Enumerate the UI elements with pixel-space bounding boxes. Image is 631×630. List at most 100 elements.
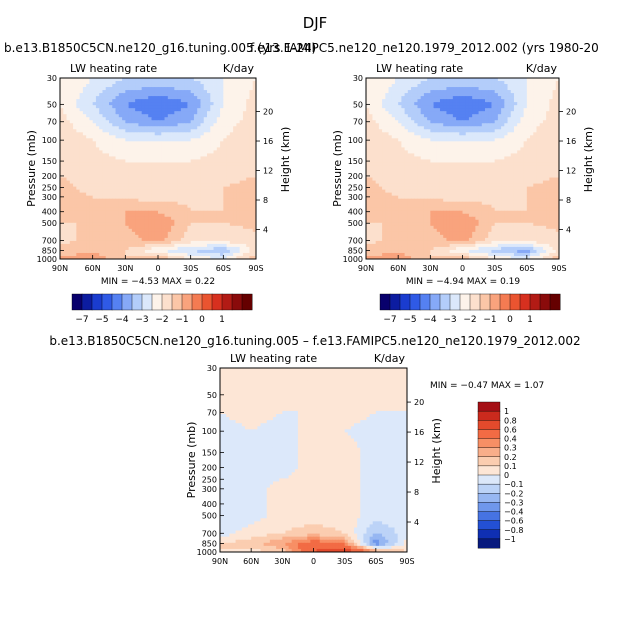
heatmap-cell	[446, 99, 451, 103]
heatmap-cell	[236, 78, 241, 82]
heatmap-cell	[95, 225, 100, 230]
heatmap-cell	[369, 78, 373, 82]
heatmap-cell	[138, 129, 143, 133]
heatmap-cell	[131, 255, 136, 259]
heatmap-cell	[236, 123, 241, 127]
heatmap-cell	[475, 84, 479, 88]
heatmap-cell	[229, 162, 234, 166]
heatmap-cell	[555, 135, 559, 139]
heatmap-cell	[99, 243, 103, 248]
heatmap-cell	[433, 87, 438, 91]
heatmap-cell	[210, 78, 214, 82]
heatmap-cell	[184, 174, 188, 178]
heatmap-cell	[79, 132, 84, 136]
heatmap-cell	[161, 156, 165, 160]
heatmap-cell	[66, 87, 71, 91]
heatmap-cell	[131, 198, 136, 203]
heatmap-cell	[167, 240, 172, 245]
heatmap-cell	[190, 132, 195, 136]
heatmap-cell	[89, 201, 94, 206]
heatmap-cell	[125, 159, 129, 163]
heatmap-cell	[485, 93, 489, 97]
heatmap-cell	[433, 132, 438, 136]
heatmap-cell	[177, 207, 182, 212]
heatmap-cell	[423, 126, 428, 130]
heatmap-cell	[488, 123, 492, 127]
heatmap-cell	[411, 138, 415, 142]
heatmap-cell	[439, 138, 444, 142]
heatmap-cell	[504, 102, 508, 106]
lat-tick-label: 30N	[117, 264, 133, 273]
heatmap-cell	[433, 108, 438, 112]
heatmap-cell	[485, 111, 489, 115]
heatmap-cell	[239, 126, 244, 130]
heatmap-cell	[414, 102, 418, 106]
heatmap-cell	[536, 90, 541, 94]
heatmap-cell	[398, 96, 402, 100]
heatmap-cell	[252, 117, 256, 121]
heatmap-cell	[112, 102, 116, 106]
heatmap-cell	[144, 201, 149, 206]
heatmap-cell	[73, 195, 77, 200]
heatmap-cell	[131, 87, 136, 91]
heatmap-cell	[517, 138, 521, 142]
heatmap-cell	[60, 156, 64, 160]
heatmap-cell	[203, 240, 208, 245]
heatmap-cell	[109, 78, 113, 82]
heatmap-cell	[246, 144, 250, 148]
heatmap-cell	[125, 213, 129, 218]
heatmap-cell	[60, 201, 64, 206]
heatmap-cell	[533, 129, 537, 133]
heatmap-cell	[144, 162, 149, 166]
heatmap-cell	[229, 204, 234, 209]
heatmap-cell	[242, 150, 247, 154]
heatmap-cell	[203, 123, 208, 127]
heatmap-cell	[180, 183, 185, 187]
heatmap-cell	[131, 252, 136, 257]
heatmap-cell	[158, 225, 162, 230]
heatmap-cell	[398, 93, 402, 97]
panel-title-right: f.e13.FAMIPC5.ne120_ne120.1979_2012.002 …	[250, 41, 599, 55]
heatmap-cell	[118, 231, 123, 236]
heatmap-cell	[536, 78, 541, 82]
heatmap-cell	[555, 117, 559, 121]
heatmap-cell	[372, 93, 377, 97]
heatmap-cell	[99, 102, 103, 106]
heatmap-cell	[180, 81, 185, 85]
heatmap-cell	[372, 141, 377, 145]
heatmap-cell	[197, 117, 201, 121]
heatmap-cell	[60, 183, 64, 187]
heatmap-cell	[456, 135, 460, 139]
heatmap-cell	[190, 252, 195, 257]
heatmap-cell	[491, 135, 496, 139]
heatmap-cell	[174, 234, 178, 239]
heatmap-cell	[122, 90, 126, 94]
heatmap-cell	[220, 132, 224, 136]
heatmap-cell	[193, 186, 198, 191]
heatmap-cell	[131, 132, 136, 136]
heatmap-cell	[112, 222, 116, 227]
heatmap-cell	[203, 237, 208, 242]
heatmap-cell	[375, 78, 380, 82]
heatmap-cell	[193, 159, 198, 163]
heatmap-cell	[546, 87, 550, 91]
heatmap-cell	[174, 114, 178, 118]
heatmap-cell	[135, 249, 139, 254]
heatmap-cell	[174, 174, 178, 178]
heatmap-cell	[236, 198, 241, 203]
heatmap-cell	[203, 252, 208, 257]
heatmap-cell	[122, 255, 126, 259]
heatmap-cell	[135, 183, 139, 187]
heatmap-cell	[102, 156, 107, 160]
heatmap-cell	[366, 87, 370, 91]
heatmap-cell	[207, 96, 211, 100]
heatmap-cell	[63, 126, 67, 130]
heatmap-cell	[148, 252, 152, 257]
heatmap-cell	[167, 234, 172, 239]
heatmap-cell	[125, 189, 129, 194]
heatmap-cell	[92, 225, 97, 230]
heatmap-cell	[517, 105, 521, 109]
heatmap-cell	[385, 144, 389, 148]
heatmap-cell	[66, 141, 71, 145]
heatmap-cell	[242, 120, 247, 124]
